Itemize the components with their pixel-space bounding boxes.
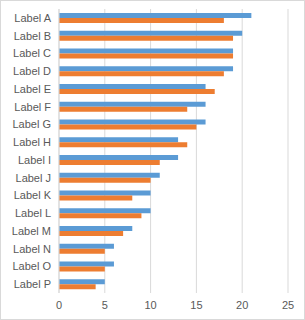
svg-text:Label I: Label I [18, 154, 51, 166]
svg-text:Label P: Label P [14, 278, 51, 290]
svg-text:15: 15 [190, 299, 202, 311]
svg-text:Label O: Label O [12, 260, 51, 272]
svg-text:Label M: Label M [12, 225, 51, 237]
svg-text:Label A: Label A [14, 12, 51, 24]
svg-text:Label H: Label H [13, 136, 51, 148]
svg-text:Label D: Label D [13, 65, 51, 77]
svg-text:Label B: Label B [14, 30, 51, 42]
svg-text:Label G: Label G [12, 118, 51, 130]
svg-text:Label N: Label N [13, 243, 51, 255]
svg-text:10: 10 [144, 299, 156, 311]
svg-text:Label L: Label L [15, 207, 51, 219]
svg-text:Label J: Label J [16, 172, 51, 184]
svg-text:25: 25 [282, 299, 294, 311]
svg-text:5: 5 [102, 299, 108, 311]
svg-text:Label C: Label C [13, 47, 51, 59]
svg-text:Label K: Label K [14, 189, 52, 201]
svg-text:Label E: Label E [14, 83, 51, 95]
svg-text:Label F: Label F [14, 101, 51, 113]
svg-text:0: 0 [56, 299, 62, 311]
svg-text:20: 20 [236, 299, 248, 311]
